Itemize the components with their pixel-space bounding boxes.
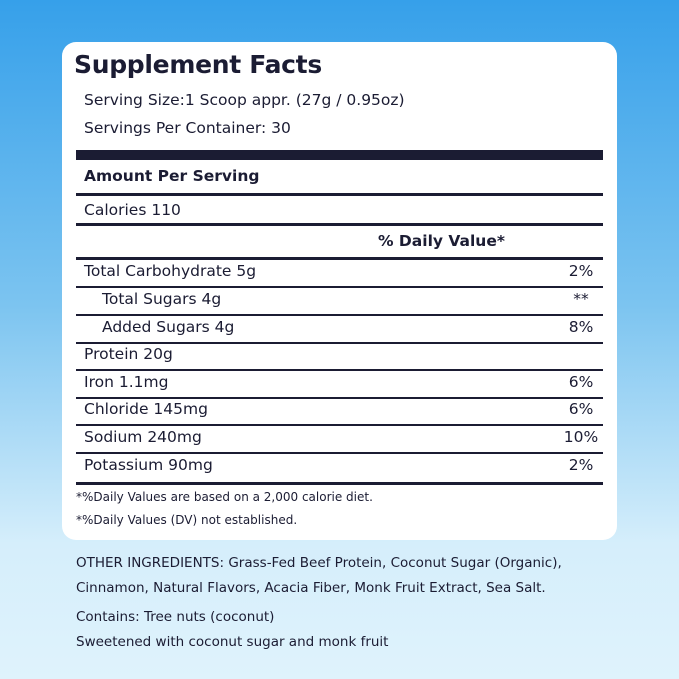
nutrient-name: Potassium 90mg (84, 456, 213, 474)
nutrient-daily-value: 8% (568, 318, 594, 336)
calories-row: Calories 110 (76, 198, 603, 224)
supplement-facts-card (62, 42, 617, 540)
nutrient-daily-value: 2% (568, 456, 594, 474)
divider (76, 397, 603, 399)
servings-per-container: Servings Per Container: 30 (84, 119, 291, 137)
nutrient-name: Chloride 145mg (84, 400, 208, 418)
divider (76, 482, 603, 485)
title: Supplement Facts (74, 50, 322, 79)
nutrient-row: Sodium 240mg 10% (76, 425, 603, 451)
footnote-2: *%Daily Values (DV) not established. (76, 513, 298, 527)
ingredients-line-2: Cinnamon, Natural Flavors, Acacia Fiber,… (76, 580, 546, 596)
divider (76, 424, 603, 426)
nutrient-name: Protein 20g (84, 345, 173, 363)
divider (76, 193, 603, 196)
nutrient-row: Added Sugars 4g 8% (76, 315, 603, 341)
calories: Calories 110 (84, 201, 181, 219)
thick-divider (76, 150, 603, 160)
nutrient-name: Sodium 240mg (84, 428, 202, 446)
sweetened-note: Sweetened with coconut sugar and monk fr… (76, 634, 389, 650)
contains-allergens: Contains: Tree nuts (coconut) (76, 609, 275, 625)
dv-header-row: % Daily Value* (76, 229, 603, 255)
divider (76, 257, 603, 260)
nutrient-name: Iron 1.1mg (84, 373, 169, 391)
divider (76, 369, 603, 371)
divider (76, 223, 603, 226)
nutrient-name: Total Carbohydrate 5g (84, 262, 257, 280)
amount-per-serving: Amount Per Serving (84, 167, 260, 185)
nutrient-row: Potassium 90mg 2% (76, 453, 603, 479)
nutrient-name: Total Sugars 4g (102, 290, 222, 308)
divider (76, 342, 603, 344)
daily-value-header: % Daily Value* (378, 232, 505, 250)
serving-size: Serving Size:1 Scoop appr. (27g / 0.95oz… (84, 91, 405, 109)
ingredients-line-1: OTHER INGREDIENTS: Grass-Fed Beef Protei… (76, 555, 562, 571)
nutrient-daily-value: 2% (568, 262, 594, 280)
nutrient-name: Added Sugars 4g (102, 318, 235, 336)
divider (76, 452, 603, 454)
nutrient-daily-value: 6% (568, 400, 594, 418)
nutrient-daily-value: ** (573, 290, 589, 308)
nutrient-row: Total Carbohydrate 5g 2% (76, 259, 603, 285)
nutrient-row: Chloride 145mg 6% (76, 397, 603, 423)
nutrient-row: Iron 1.1mg 6% (76, 370, 603, 396)
amount-per-serving-row: Amount Per Serving (76, 164, 603, 190)
footnote-1: *%Daily Values are based on a 2,000 calo… (76, 490, 373, 504)
nutrient-row: Total Sugars 4g ** (76, 287, 603, 313)
nutrient-row: Protein 20g (76, 342, 603, 368)
nutrient-daily-value: 10% (563, 428, 599, 446)
nutrient-daily-value: 6% (568, 373, 594, 391)
divider (76, 314, 603, 316)
divider (76, 286, 603, 288)
